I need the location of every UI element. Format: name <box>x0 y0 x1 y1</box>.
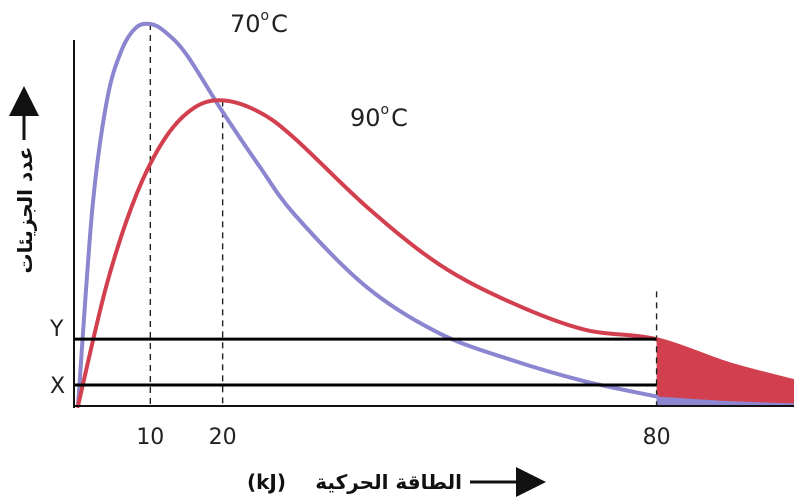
y-axis-title-text: عدد الجزيئات <box>13 147 37 274</box>
x-tick-label-80: 80 <box>643 425 671 450</box>
x-axis-unit: (kJ) <box>247 470 286 494</box>
series-label-70: 70oC <box>230 8 288 38</box>
x-tick-label-10: 10 <box>136 425 164 450</box>
curve-90 <box>76 98 794 408</box>
shaded-region <box>656 339 794 406</box>
series-label-90: 90oC <box>350 102 408 132</box>
x-ticks: 10 20 80 <box>136 425 670 450</box>
curve-70 <box>76 21 659 408</box>
energy-levels <box>74 337 657 387</box>
y-axis-title: عدد الجزيئات <box>13 147 37 274</box>
peak-guides <box>149 24 658 406</box>
x-tick-label-20: 20 <box>209 425 237 450</box>
tail-area-70 <box>656 396 794 406</box>
level-label-x: X <box>50 374 65 399</box>
x-axis-title: الطاقة الحركية (kJ) <box>247 467 546 497</box>
level-label-y: Y <box>49 317 64 342</box>
tail-area-90 <box>656 339 794 406</box>
x-axis-title-text: الطاقة الحركية <box>315 470 462 494</box>
curves <box>76 21 794 408</box>
